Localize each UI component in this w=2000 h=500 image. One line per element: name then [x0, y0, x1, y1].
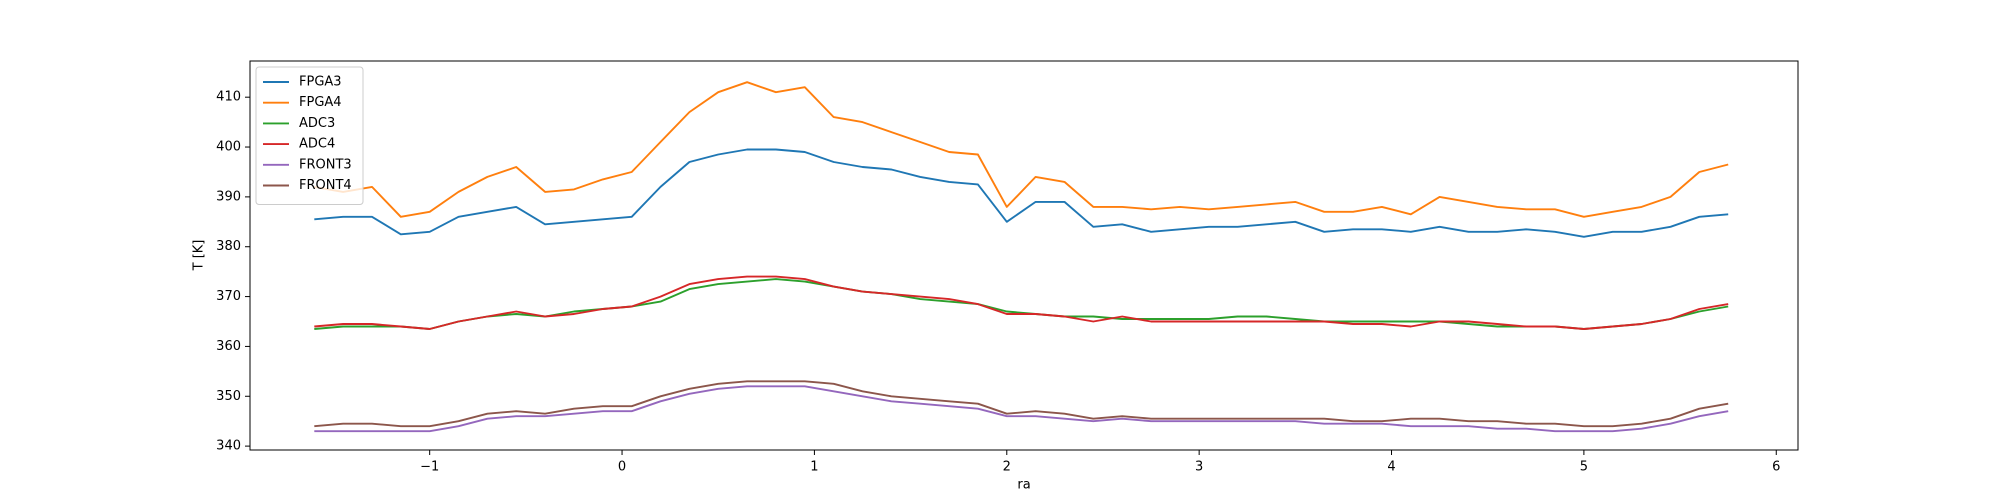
y-tick-label: 380 [216, 239, 241, 254]
series-line [314, 148, 1729, 238]
legend-label: ADC4 [299, 137, 335, 152]
series-line [314, 278, 1729, 330]
y-tick-label: 370 [216, 289, 241, 304]
x-tick-label: 5 [1580, 460, 1588, 475]
legend-label: FPGA3 [299, 75, 342, 90]
x-tick-label: 4 [1387, 460, 1395, 475]
legend: FPGA3 FPGA4 ADC3 ADC4 FRONT3 FRONT4 [255, 66, 364, 205]
y-tick-label: 340 [216, 439, 241, 454]
series-line [314, 275, 1729, 330]
y-tick-label: 410 [216, 90, 241, 105]
y-tick-label: 360 [216, 339, 241, 354]
y-tick-label: 390 [216, 189, 241, 204]
x-tick-label: 3 [1195, 460, 1203, 475]
x-tick-label: 2 [1003, 460, 1011, 475]
x-tick-label: 6 [1772, 460, 1780, 475]
legend-box [255, 66, 364, 205]
legend-label: FRONT4 [299, 178, 352, 193]
x-tick-label: 0 [618, 460, 626, 475]
x-tick-label: 1 [810, 460, 818, 475]
legend-label: FRONT3 [299, 157, 352, 172]
legend-label: ADC3 [299, 116, 335, 131]
y-tick-label: 350 [216, 389, 241, 404]
legend-label: FPGA4 [299, 95, 342, 110]
x-tick-label: −1 [420, 460, 439, 475]
series-line [314, 81, 1729, 218]
x-axis-label: ra [1017, 478, 1030, 493]
plot-frame [249, 60, 1799, 451]
y-tick-label: 400 [216, 140, 241, 155]
series-line [314, 385, 1729, 433]
y-axis-label: T [K] [192, 240, 207, 272]
series-line [314, 380, 1729, 428]
